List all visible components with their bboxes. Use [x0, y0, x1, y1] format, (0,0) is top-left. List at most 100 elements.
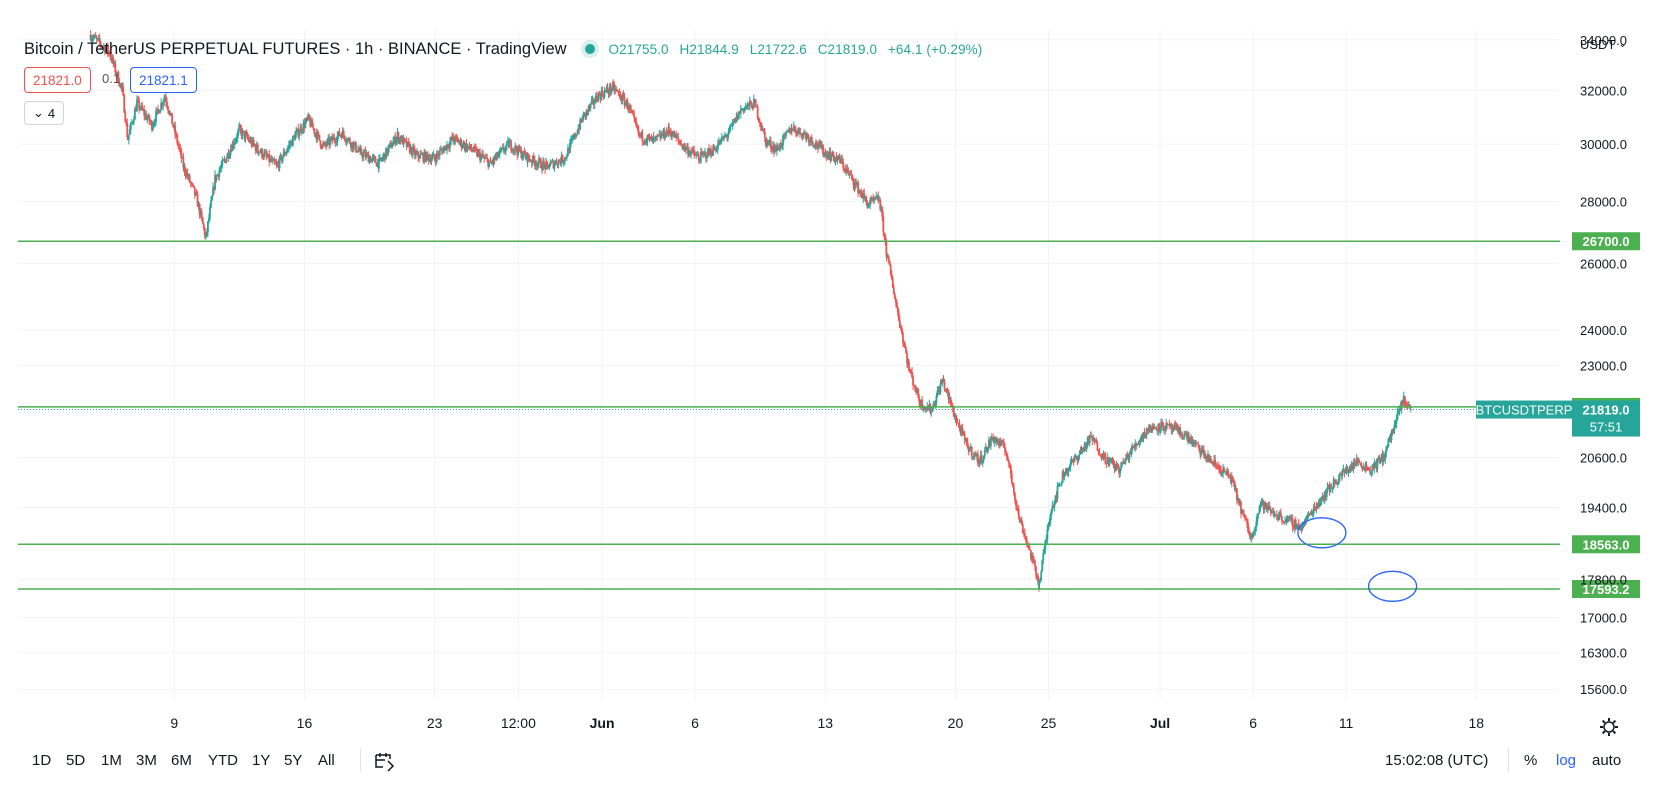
candle-body [1293, 520, 1296, 529]
candle-body [140, 105, 143, 109]
candle-body [1128, 453, 1131, 461]
candle-body [1048, 522, 1051, 526]
candle-body [389, 143, 392, 145]
candle-body [1064, 471, 1067, 476]
candle-body [1378, 457, 1381, 463]
candle-body [1244, 515, 1246, 518]
candle-body [346, 138, 349, 142]
candle-body [1066, 467, 1069, 473]
candle-body [243, 131, 246, 139]
candle-body [1035, 566, 1037, 576]
candle-body [368, 157, 371, 163]
percent-scale-button[interactable]: % [1524, 752, 1538, 769]
candle-body [1372, 465, 1375, 469]
candle-body [819, 142, 821, 145]
candle-body [1369, 470, 1372, 475]
candle-body [1273, 515, 1276, 517]
candle-body [767, 142, 770, 144]
candle-body [175, 134, 178, 136]
candle-body [560, 155, 563, 164]
currency-selector[interactable]: USDT ⌄ [1580, 37, 1627, 52]
candle-body [657, 135, 660, 137]
candle-body [477, 151, 479, 156]
candle-body [1116, 463, 1119, 469]
timeframe-ytd[interactable]: YTD [208, 752, 238, 769]
candle-body [193, 187, 196, 196]
candle-body [151, 121, 153, 130]
candle-body [1067, 468, 1070, 473]
candle-body [282, 151, 285, 158]
candle-body [457, 139, 460, 144]
candle-body [748, 100, 751, 107]
date-range-icon[interactable] [374, 752, 396, 776]
candle-body [121, 86, 124, 88]
indicators-toggle[interactable]: ⌄ 4 [24, 101, 65, 125]
candle-body [113, 62, 116, 64]
candle-body [986, 448, 989, 453]
candle-body [961, 428, 964, 432]
candle-body [993, 440, 996, 443]
candle-body [557, 160, 560, 166]
symbol-title[interactable]: Bitcoin / TetherUS PERPETUAL FUTURES · 1… [24, 39, 567, 58]
candle-body [854, 182, 856, 188]
candle-body [176, 134, 179, 144]
candle-body [1144, 435, 1147, 437]
candle-body [521, 156, 524, 159]
candle-body [823, 153, 825, 155]
timeframe-5d[interactable]: 5D [66, 752, 86, 769]
timeframe-3m[interactable]: 3M [136, 752, 157, 769]
ellipse-marker[interactable] [1367, 570, 1418, 602]
candle-body [641, 131, 644, 142]
candle-body [91, 38, 94, 40]
ellipse-marker[interactable] [1297, 517, 1347, 549]
candle-body [1145, 429, 1148, 436]
candle-body [114, 62, 117, 73]
candle-body [824, 151, 827, 153]
candle-body [974, 453, 977, 457]
candle-body [611, 83, 614, 90]
candle-body [1212, 464, 1214, 466]
candle-body [249, 139, 252, 143]
candle-body [1392, 430, 1395, 432]
auto-scale-button[interactable]: auto [1592, 752, 1622, 769]
timeframe-all[interactable]: All [318, 752, 335, 769]
timeframe-5y[interactable]: 5Y [284, 752, 303, 769]
settings-gear-icon[interactable] [1600, 718, 1618, 736]
candle-body [1263, 502, 1266, 510]
timeframe-6m[interactable]: 6M [171, 752, 192, 769]
candle-body [297, 128, 300, 137]
candle-body [1198, 444, 1201, 451]
timeframe-1m[interactable]: 1M [101, 752, 122, 769]
candle-body [1185, 432, 1188, 436]
candle-body [107, 45, 109, 53]
candle-body [284, 153, 287, 155]
candle-body [369, 157, 372, 163]
candle-body [707, 148, 709, 157]
candle-body [590, 100, 593, 104]
sell-button[interactable]: 21821.0 [24, 67, 91, 93]
buy-button[interactable]: 21821.1 [130, 67, 197, 93]
candle-body [102, 46, 105, 48]
candle-body [768, 140, 771, 143]
candle-body [905, 347, 907, 354]
log-scale-button[interactable]: log [1556, 752, 1577, 769]
candle-body [718, 141, 721, 145]
candle-body [519, 149, 522, 152]
candle-body [425, 152, 428, 162]
utc-clock[interactable]: 15:02:08 (UTC) [1385, 752, 1489, 769]
candle-body [172, 124, 175, 127]
candle-body [979, 455, 982, 463]
candle-body [1298, 528, 1301, 531]
candle-body [1389, 437, 1392, 441]
candle-body [604, 90, 607, 92]
ohlc-readout: O21755.0 H21844.9 L21722.6 C21819.0 +64.… [609, 42, 990, 57]
candle-body [931, 406, 934, 413]
candle-body [1256, 513, 1259, 522]
timeframe-1y[interactable]: 1Y [252, 752, 271, 769]
candle-body [415, 152, 417, 154]
timeframe-1d[interactable]: 1D [32, 752, 52, 769]
candle-body [1196, 442, 1199, 444]
candle-body [1014, 492, 1016, 500]
candle-body [330, 136, 333, 140]
